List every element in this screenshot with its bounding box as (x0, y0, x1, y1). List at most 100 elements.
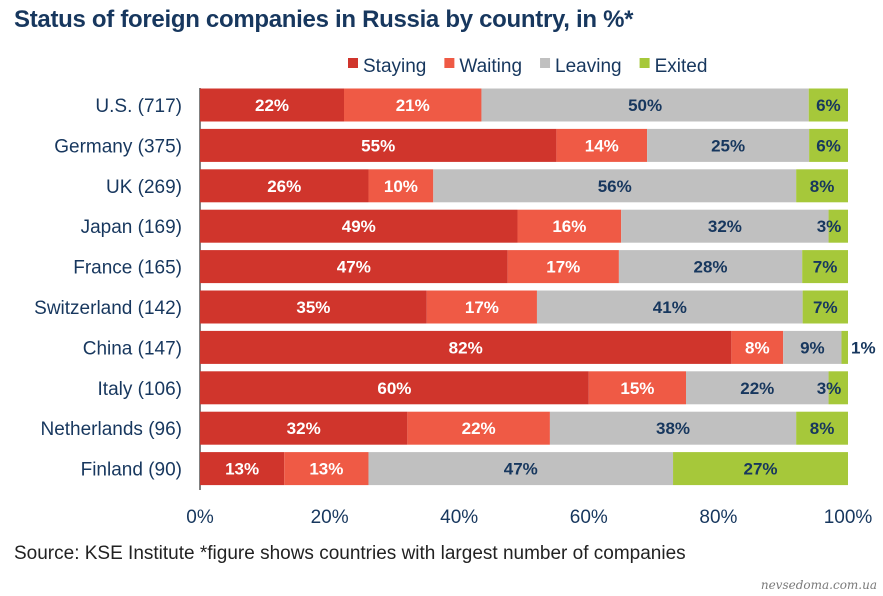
bar-exited (808, 88, 848, 122)
bar-exited (841, 330, 848, 364)
bar-staying (200, 330, 732, 364)
bar-staying (200, 452, 285, 486)
bar-leaving (647, 128, 810, 162)
data-label: 55% (361, 136, 395, 155)
bar-leaving (433, 169, 797, 203)
bar-staying (200, 290, 427, 324)
source-note: Source: KSE Institute *figure shows coun… (14, 543, 686, 564)
bar-waiting (588, 371, 686, 405)
x-tick-label: 60% (570, 507, 608, 528)
bar-waiting (517, 209, 622, 243)
data-label: 13% (309, 460, 343, 479)
bar-exited (673, 452, 848, 486)
data-label: 8% (745, 338, 770, 357)
category-label: Japan (169) (81, 217, 182, 238)
legend-label-leaving: Leaving (555, 56, 622, 77)
data-label: 14% (585, 136, 619, 155)
bar-exited (809, 128, 848, 162)
data-label: 26% (267, 177, 301, 196)
data-label: 10% (384, 177, 418, 196)
data-label: 3% (817, 217, 842, 236)
bar-leaving (536, 290, 803, 324)
bar-exited (802, 250, 848, 284)
bar-waiting (407, 411, 550, 445)
bar-exited (796, 411, 848, 445)
bar-leaving (686, 371, 829, 405)
bar-exited (828, 209, 848, 243)
data-label: 32% (287, 419, 321, 438)
x-tick-label: 40% (440, 507, 478, 528)
data-label: 56% (598, 177, 632, 196)
x-tick-label: 20% (311, 507, 349, 528)
data-label: 49% (342, 217, 376, 236)
data-label: 17% (465, 298, 499, 317)
bar-waiting (426, 290, 537, 324)
data-label: 38% (656, 419, 690, 438)
category-label: Germany (375) (54, 136, 182, 157)
legend-label-staying: Staying (363, 56, 426, 77)
bar-waiting (344, 88, 482, 122)
bar-exited (802, 290, 848, 324)
data-label: 22% (462, 419, 496, 438)
bar-leaving (368, 452, 674, 486)
bar-staying (200, 411, 408, 445)
data-label: 6% (816, 136, 841, 155)
legend-swatch-leaving (540, 58, 551, 68)
bar-leaving (481, 88, 809, 122)
bar-staying (200, 250, 508, 284)
data-label: 8% (810, 419, 835, 438)
bar-waiting (284, 452, 369, 486)
legend-swatch-exited (639, 58, 650, 68)
x-tick-label: 80% (699, 507, 737, 528)
data-label: 32% (708, 217, 742, 236)
category-label: Netherlands (96) (40, 419, 182, 440)
category-label: Italy (106) (98, 379, 182, 400)
category-label: China (147) (83, 338, 182, 359)
data-label: 13% (225, 460, 259, 479)
category-label: U.S. (717) (95, 96, 182, 117)
legend-swatch-staying (348, 58, 358, 68)
data-label: 6% (816, 96, 841, 115)
data-label: 8% (810, 177, 835, 196)
bar-leaving (783, 330, 842, 364)
data-label: 41% (653, 298, 687, 317)
x-tick-label: 0% (186, 507, 214, 528)
data-label: 9% (800, 338, 825, 357)
data-label: 1% (851, 338, 876, 357)
data-label: 16% (552, 217, 586, 236)
category-label: Switzerland (142) (34, 298, 182, 319)
data-label: 3% (817, 379, 842, 398)
data-label: 7% (813, 258, 838, 277)
bar-waiting (368, 169, 434, 203)
chart-title: Status of foreign companies in Russia by… (14, 6, 634, 33)
category-label: Finland (90) (81, 460, 182, 481)
data-label: 25% (711, 136, 745, 155)
data-label: 21% (396, 96, 430, 115)
x-tick-label: 100% (824, 507, 873, 528)
watermark: nevsedoma.com.ua (760, 578, 877, 592)
legend-label-exited: Exited (655, 56, 708, 77)
data-label: 60% (377, 379, 411, 398)
bar-staying (200, 371, 589, 405)
bar-waiting (507, 250, 619, 284)
bar-leaving (549, 411, 797, 445)
data-label: 47% (337, 258, 371, 277)
bar-staying (200, 88, 344, 122)
bar-staying (200, 169, 369, 203)
data-label: 82% (449, 338, 483, 357)
data-label: 15% (620, 379, 654, 398)
data-label: 7% (813, 298, 838, 317)
bar-staying (200, 128, 557, 162)
bar-exited (796, 169, 848, 203)
data-label: 35% (296, 298, 330, 317)
legend-swatch-waiting (444, 58, 455, 68)
data-label: 28% (694, 258, 728, 277)
category-label: France (165) (73, 258, 182, 279)
legend-label-waiting: Waiting (459, 56, 522, 77)
category-label: UK (269) (106, 177, 182, 198)
bar-staying (200, 209, 518, 243)
bar-waiting (731, 330, 784, 364)
data-label: 17% (546, 258, 580, 277)
bar-leaving (618, 250, 803, 284)
